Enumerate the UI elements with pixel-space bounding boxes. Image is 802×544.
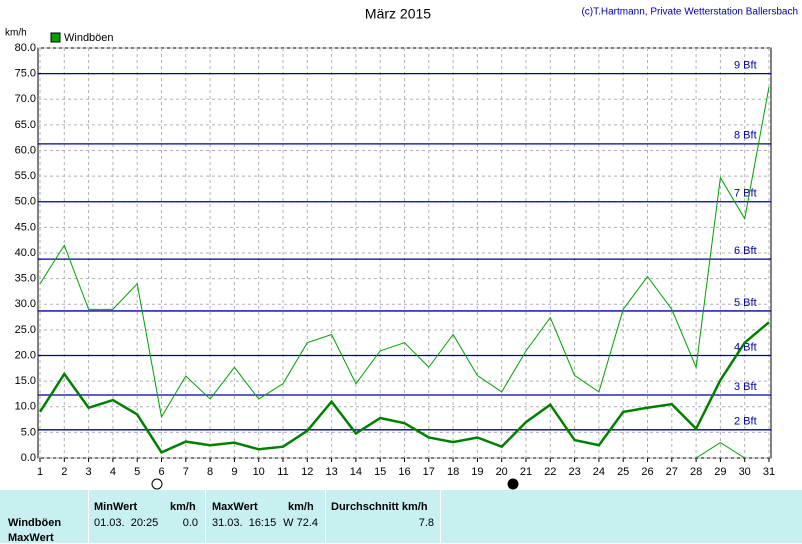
- series-line: [38, 321, 770, 454]
- reference-label: 8 Bft: [734, 130, 757, 142]
- x-tick-label: 27: [666, 466, 678, 478]
- x-tick-label: 15: [374, 466, 386, 478]
- y-tick-label: 55.0: [15, 170, 36, 182]
- x-tick-label: 11: [277, 466, 288, 478]
- x-tick-label: 22: [544, 466, 556, 478]
- x-tick-label: 3: [86, 466, 92, 478]
- x-tick-label: 17: [423, 466, 435, 478]
- legend-swatch: [50, 32, 61, 43]
- separator: [325, 490, 326, 543]
- y-axis-label: km/h: [5, 28, 27, 39]
- y-tick-label: 40.0: [15, 247, 36, 259]
- series-line: [695, 442, 745, 459]
- y-tick-label: 15.0: [15, 375, 36, 387]
- separator: [440, 490, 441, 543]
- cell: 7.8: [418, 517, 434, 529]
- header-cell: Durchschnitt km/h: [331, 501, 428, 513]
- x-tick-label: 2: [61, 466, 67, 478]
- x-tick-label: 13: [325, 466, 337, 478]
- header-cell: km/h: [170, 501, 196, 513]
- y-tick-label: 0.0: [21, 452, 36, 464]
- x-tick-label: 6: [158, 466, 164, 478]
- x-tick-label: 16: [398, 466, 410, 478]
- y-tick-label: 65.0: [15, 119, 36, 131]
- x-tick-label: 14: [350, 466, 362, 478]
- x-tick-label: 30: [739, 466, 751, 478]
- header-cell: MaxWert: [212, 501, 258, 513]
- x-tick-label: 10: [253, 466, 265, 478]
- y-tick-label: 10.0: [15, 401, 36, 413]
- x-tick-label: 31: [763, 466, 775, 478]
- reference-label: 5 Bft: [734, 297, 757, 309]
- chart: März 2015 (c)T.Hartmann, Private Wetters…: [5, 5, 798, 490]
- moon-icon: [507, 478, 519, 490]
- x-tick-label: 20: [496, 466, 508, 478]
- y-tick-label: 75.0: [15, 68, 36, 80]
- summary-panel: MinWert km/h MaxWert km/h Durchschnitt k…: [0, 490, 802, 544]
- reference-label: 2 Bft: [734, 416, 757, 428]
- reference-label: 6 Bft: [734, 245, 757, 257]
- y-tick-label: 30.0: [15, 298, 36, 310]
- cell: 01.03. 20:25: [94, 517, 159, 529]
- y-tick-label: 25.0: [15, 324, 36, 336]
- y-tick-label: 5.0: [21, 426, 36, 438]
- y-tick-label: 20.0: [15, 349, 36, 361]
- x-tick-label: 4: [110, 466, 116, 478]
- reference-label: 7 Bft: [734, 188, 757, 200]
- cell: W 72.4: [283, 517, 318, 529]
- legend-label: Windböen: [64, 32, 114, 44]
- x-tick-label: 9: [231, 466, 237, 478]
- series-line: [39, 86, 770, 419]
- separator: [205, 490, 206, 543]
- x-tick-label: 12: [301, 466, 313, 478]
- y-tick-label: 50.0: [15, 196, 36, 208]
- x-tick-label: 24: [593, 466, 605, 478]
- y-tick-label: 45.0: [15, 221, 36, 233]
- header-cell: MinWert: [94, 501, 138, 513]
- x-tick-label: 8: [207, 466, 213, 478]
- header-cell: km/h: [288, 501, 314, 513]
- x-tick-label: 29: [714, 466, 726, 478]
- x-tick-label: 5: [134, 466, 140, 478]
- copyright: (c)T.Hartmann, Private Wetterstation Bal…: [581, 7, 798, 18]
- row-label: MaxWert: [8, 532, 54, 544]
- moon-icon: [151, 478, 163, 490]
- x-tick-label: 23: [568, 466, 580, 478]
- x-tick-label: 1: [37, 466, 43, 478]
- x-tick-label: 21: [520, 466, 532, 478]
- chart-title: März 2015: [365, 6, 431, 22]
- cell: 0.0: [182, 517, 198, 529]
- row-label: Windböen: [8, 517, 62, 529]
- y-tick-label: 35.0: [15, 273, 36, 285]
- x-tick-label: 26: [641, 466, 653, 478]
- y-tick-label: 60.0: [15, 144, 36, 156]
- x-tick-label: 7: [183, 466, 189, 478]
- x-tick-label: 25: [617, 466, 629, 478]
- x-tick-label: 28: [690, 466, 702, 478]
- reference-label: 3 Bft: [734, 381, 757, 393]
- y-tick-label: 70.0: [15, 93, 36, 105]
- y-tick-label: 80.0: [15, 42, 36, 54]
- reference-label: 9 Bft: [734, 60, 757, 72]
- cell: 31.03. 16:15: [212, 517, 277, 529]
- x-tick-label: 19: [471, 466, 483, 478]
- separator: [88, 490, 89, 543]
- x-tick-label: 18: [447, 466, 459, 478]
